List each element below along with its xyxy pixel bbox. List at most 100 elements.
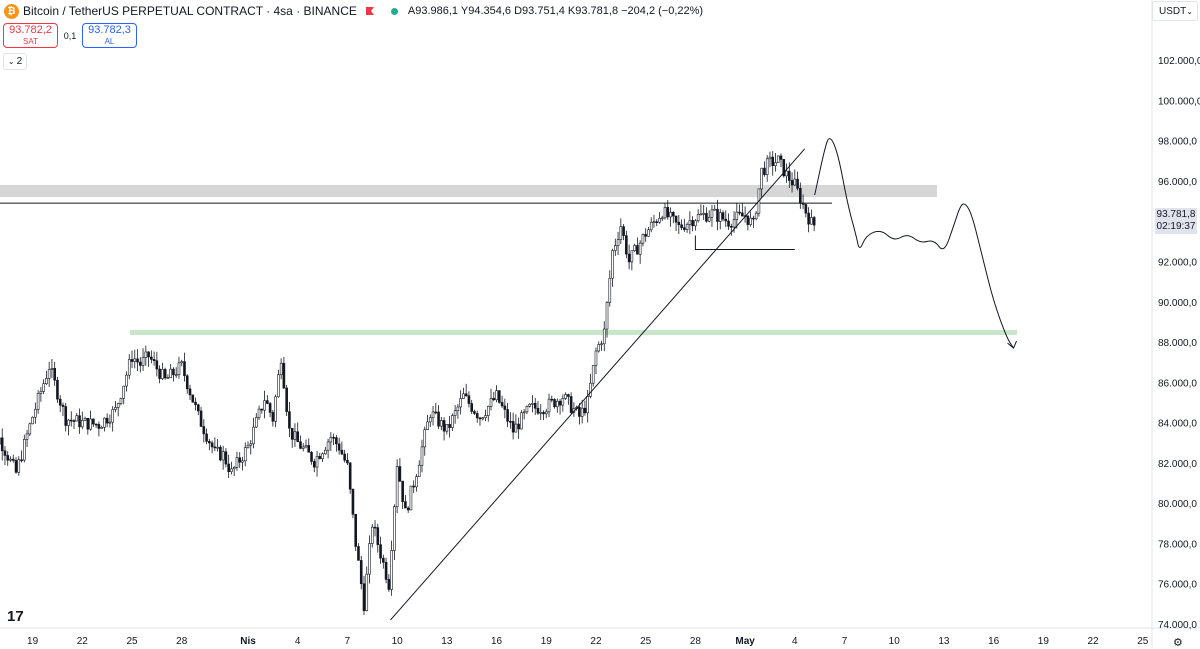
candle-body: [7, 455, 9, 460]
time-axis-label: 19: [27, 636, 39, 647]
time-axis-label: 10: [392, 636, 404, 647]
candle-body: [554, 399, 556, 406]
candle-body: [462, 394, 464, 399]
price-axis-label: 96.000,0: [1158, 177, 1197, 188]
candle-body: [247, 445, 249, 447]
indicators-toggle-button[interactable]: ⌄ 2: [3, 53, 27, 70]
candle-body: [551, 399, 553, 400]
candle-body: [109, 422, 111, 423]
price-axis-label: 86.000,0: [1158, 378, 1197, 389]
time-axis-label: 4: [295, 636, 301, 647]
tradingview-logo[interactable]: 17: [7, 608, 24, 625]
candle-body: [545, 412, 547, 414]
candle-body: [791, 180, 793, 185]
candle-body: [485, 416, 487, 418]
candle-body: [813, 218, 815, 226]
candle-body: [794, 179, 796, 185]
candle-body: [106, 418, 108, 423]
candle-body: [697, 214, 699, 220]
candle-body: [87, 418, 89, 429]
candle-body: [316, 456, 318, 467]
candles: [0, 151, 815, 615]
candle-body: [319, 456, 321, 458]
candle-body: [443, 420, 445, 431]
candle-body: [705, 213, 707, 221]
candle-body: [164, 369, 166, 377]
candle-body: [529, 404, 531, 406]
price-axis-label: 80.000,0: [1158, 499, 1197, 510]
candle-body: [606, 302, 608, 329]
candle-body: [291, 428, 293, 439]
candle-body: [236, 458, 238, 468]
candle-body: [493, 398, 495, 399]
candle-body: [418, 465, 420, 476]
candle-body: [769, 157, 771, 159]
price-axis-label: 100.000,0: [1158, 96, 1200, 107]
candle-body: [335, 438, 337, 444]
gear-icon[interactable]: ⚙: [1173, 636, 1183, 649]
candle-body: [131, 359, 133, 361]
candle-body: [457, 407, 459, 411]
candle-body: [600, 344, 602, 345]
candle-body: [678, 222, 680, 225]
candle-body: [211, 443, 213, 447]
price-axis-label: 102.000,0: [1158, 56, 1200, 67]
candle-body: [755, 213, 757, 219]
candle-body: [117, 403, 119, 407]
candle-body: [534, 403, 536, 408]
currency-selector[interactable]: USDT ⌄: [1152, 1, 1198, 21]
price-axis-label: 82.000,0: [1158, 459, 1197, 470]
time-axis-label: 13: [938, 636, 950, 647]
candle-body: [587, 396, 589, 412]
candle-body: [490, 398, 492, 406]
time-axis-label: 10: [889, 636, 901, 647]
candle-body: [178, 363, 180, 375]
candle-body: [498, 391, 500, 403]
candle-body: [225, 452, 227, 464]
time-axis-label: 16: [988, 636, 1000, 647]
candle-body: [393, 507, 395, 551]
market-status-icon: [391, 8, 398, 15]
candle-body: [48, 369, 50, 378]
buy-button[interactable]: 93.782,3 AL: [82, 23, 137, 48]
candle-body: [385, 562, 387, 579]
candle-body: [589, 383, 591, 396]
candle-body: [810, 218, 812, 225]
candle-body: [722, 213, 724, 219]
candle-body: [112, 410, 114, 423]
candle-body: [645, 234, 647, 236]
currency-label: USDT: [1159, 6, 1186, 17]
candle-body: [299, 442, 301, 449]
candle-body: [222, 452, 224, 460]
candle-body: [612, 251, 614, 279]
candle-body: [797, 179, 799, 188]
candle-body: [786, 171, 788, 176]
candle-body: [647, 230, 649, 236]
candle-body: [363, 584, 365, 611]
candle-body: [266, 401, 268, 404]
candle-body: [175, 375, 177, 376]
candle-body: [261, 409, 263, 410]
symbol-title[interactable]: Bitcoin / TetherUS PERPETUAL CONTRACT · …: [23, 4, 357, 18]
flag-icon[interactable]: [365, 6, 375, 16]
candle-body: [241, 461, 243, 462]
candle-body: [161, 369, 163, 378]
candle-body: [752, 218, 754, 219]
candle-body: [653, 222, 655, 223]
candle-body: [286, 388, 288, 412]
candle-body: [294, 432, 296, 440]
candle-body: [388, 579, 390, 589]
candle-body: [67, 420, 69, 425]
sell-button[interactable]: 93.782,2 SAT: [3, 23, 58, 48]
candle-body: [482, 418, 484, 419]
candle-body: [253, 427, 255, 444]
candle-body: [542, 412, 544, 414]
candle-body: [642, 234, 644, 243]
price-axis-label: 90.000,0: [1158, 298, 1197, 309]
candle-body: [156, 361, 158, 369]
candle-body: [181, 362, 183, 363]
price-axis-label: 92.000,0: [1158, 258, 1197, 269]
candle-body: [672, 212, 674, 216]
candle-body: [410, 486, 412, 510]
